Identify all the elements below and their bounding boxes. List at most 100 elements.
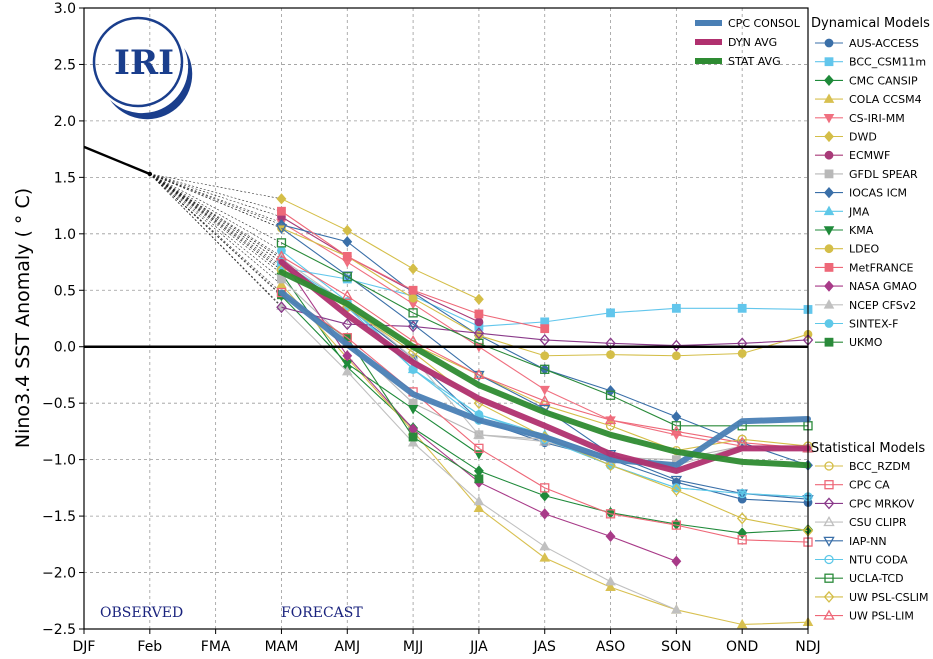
x-tick-label-jas: JAS — [533, 639, 556, 655]
plume-ecmwf — [149, 173, 282, 218]
legend-dynamical: Dynamical Models AUS-ACCESS BCC_CSM11m CMC … — [811, 16, 930, 349]
legend-summary: CPC CONSOL DYN AVG STAT AVG — [695, 17, 801, 68]
point-cpc-mrkov — [473, 327, 485, 340]
point-ukmo — [474, 474, 484, 484]
legend-marker-cola-ccsm4 — [823, 93, 835, 103]
point-ncep-cfsv2 — [671, 604, 682, 614]
point-uw-psl-lim — [539, 394, 551, 405]
legend-label-ldeo: LDEO — [849, 243, 880, 256]
x-tick-label-mam: MAM — [265, 639, 299, 655]
point-cola-ccsm4 — [605, 581, 616, 592]
legend-label-cola-ccsm4: COLA CCSM4 — [849, 93, 922, 106]
y-tick-label: −1.5 — [42, 509, 76, 525]
y-tick-label: −2.0 — [42, 566, 76, 582]
plume-cpc-ca — [149, 173, 282, 293]
y-tick-label: −1.0 — [42, 453, 76, 469]
point-uw-psl-cslim — [671, 484, 682, 497]
point-dwd — [342, 224, 353, 237]
y-tick-label: 1.0 — [54, 227, 76, 243]
point-cs-iri-mm — [539, 385, 551, 396]
legend-label-cs-iri-mm: CS-IRI-MM — [849, 112, 905, 125]
legend-marker-ldeo — [824, 244, 834, 254]
legend-title: Dynamical Models — [811, 16, 930, 31]
legend-label-kma: KMA — [849, 224, 874, 237]
legend-label-bcc-csm11m: BCC_CSM11m — [849, 56, 926, 69]
legend-label-ecmwf: ECMWF — [849, 149, 890, 162]
point-nasa-gmao — [671, 555, 682, 567]
legend-label-stat-avg: STAT AVG — [728, 55, 781, 68]
legend-label-ucla-tcd: UCLA-TCD — [849, 572, 904, 585]
plume-lines — [149, 173, 282, 308]
point-metfrance — [540, 324, 550, 334]
legend-label-ncep-cfsv2: NCEP CFSv2 — [849, 299, 916, 312]
point-bcc-csm11m — [606, 308, 615, 318]
point-iap-nn — [275, 224, 288, 235]
point-cola-ccsm4 — [539, 552, 551, 562]
point-ucla-tcd — [605, 390, 616, 400]
legend-label-iocas-icm: IOCAS ICM — [849, 187, 907, 200]
point-dwd — [276, 193, 287, 205]
plot-frame — [83, 7, 809, 630]
point-cpc-mrkov — [342, 318, 353, 331]
point-cpc-ca — [605, 509, 616, 519]
plume-uw-psl-lim — [149, 173, 282, 257]
point-uw-psl-lim — [670, 425, 683, 436]
legend-marker-gfdl-spear — [824, 169, 834, 179]
legend-label-cmc-cansip: CMC CANSIP — [849, 74, 918, 87]
legend-label-uw-psl-lim: UW PSL-LIM — [849, 610, 914, 623]
point-uw-psl-cslim — [736, 512, 748, 525]
point-iocas-icm — [342, 236, 353, 248]
observed-point — [147, 171, 153, 177]
point-uw-psl-lim — [604, 413, 617, 425]
point-ncep-cfsv2 — [341, 365, 353, 376]
point-bcc-rzdm — [605, 421, 616, 431]
plume-gfdl-spear — [149, 173, 282, 280]
point-ldeo — [671, 351, 681, 361]
point-ldeo — [540, 351, 550, 361]
legend-label-gfdl-spear: GFDL SPEAR — [849, 168, 918, 181]
point-uw-psl-lim — [473, 368, 485, 380]
legend-marker-nasa-gmao — [824, 280, 834, 292]
legend-marker-cs-iri-mm — [823, 114, 835, 124]
point-metfrance — [277, 206, 286, 216]
legend-label-ntu-coda: NTU CODA — [849, 554, 908, 567]
line-dwd — [281, 198, 480, 300]
plume-uw-psl-cslim — [149, 173, 282, 271]
point-cpc-ca — [540, 483, 550, 493]
observed-line — [83, 145, 151, 176]
point-iap-nn — [407, 320, 419, 331]
series-metfrance — [277, 206, 550, 334]
legend-marker-metfrance — [824, 262, 834, 272]
x-tick-label-ond: OND — [726, 639, 758, 655]
point-cpc-ca — [474, 443, 484, 453]
point-csu-clipr — [473, 428, 485, 439]
point-cpc-ca — [737, 535, 747, 545]
line-ucla-tcd — [281, 242, 808, 427]
y-axis-label: Nino3.4 SST Anomaly ( ° C) — [12, 188, 34, 448]
point-uw-psl-lim — [341, 289, 353, 300]
legend-marker-ntu-coda — [824, 554, 834, 565]
point-ncep-cfsv2 — [605, 575, 616, 586]
x-tick-label-aso: ASO — [596, 639, 625, 655]
plume-iocas-icm — [149, 173, 282, 226]
legend-marker-aus-access — [824, 38, 834, 48]
point-ucla-tcd — [276, 238, 287, 248]
legend-label-csu-clipr: CSU CLIPR — [849, 516, 907, 529]
point-cpc-mrkov — [276, 301, 287, 314]
y-tick-label: −2.5 — [42, 622, 76, 638]
plume-bcc-csm11m — [149, 173, 282, 268]
y-tick-label: 1.5 — [54, 170, 76, 186]
series-kma — [276, 292, 485, 460]
legend-label-aus-access: AUS-ACCESS — [849, 37, 919, 50]
line-kma — [281, 295, 480, 455]
legend-label-ukmo: UKMO — [849, 336, 883, 349]
point-ntu-coda — [671, 483, 682, 493]
legend-marker-bcc-csm11m — [824, 57, 834, 67]
legend-marker-cpc-mrkov — [823, 497, 835, 510]
point-ucla-tcd — [342, 272, 352, 282]
plume-ukmo — [149, 173, 282, 296]
plume-cmc-cansip — [149, 173, 282, 274]
forecast-label: FORECAST — [281, 605, 363, 621]
x-tick-label-feb: Feb — [137, 639, 162, 655]
